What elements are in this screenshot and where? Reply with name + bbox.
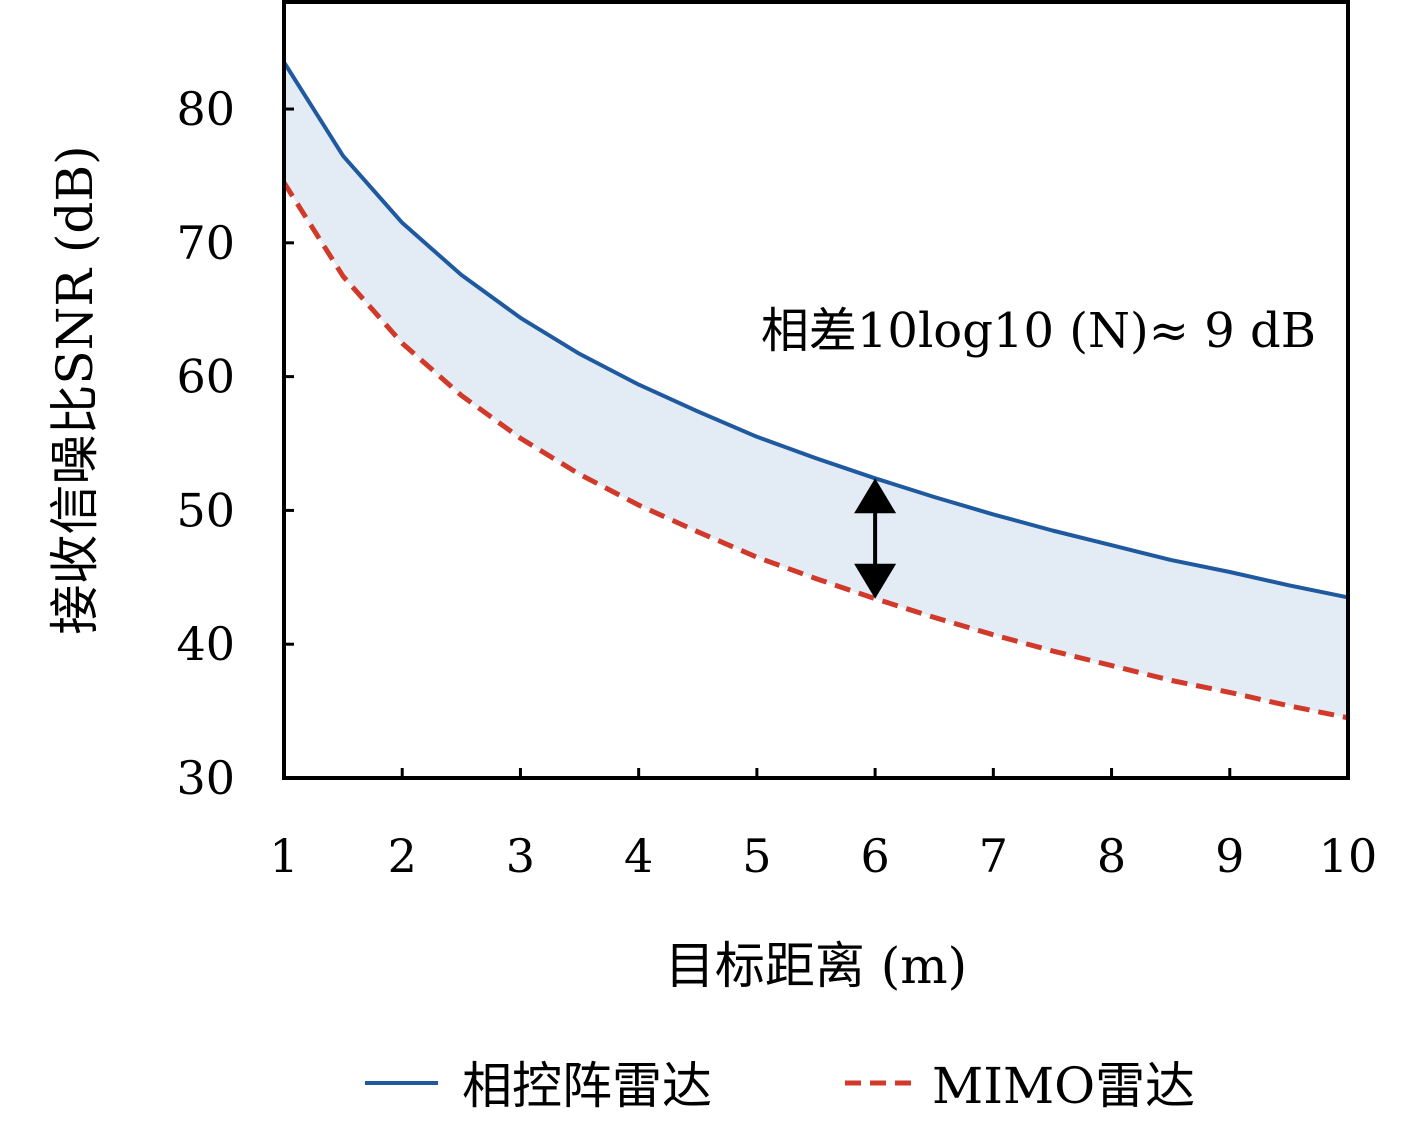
- plot-frame: [282, 0, 1350, 780]
- x-tick-label: 1: [269, 829, 298, 883]
- x-axis-title: 目标距离 (m): [665, 937, 967, 995]
- x-tick-label: 6: [860, 829, 889, 883]
- y-tick-label: 80: [176, 82, 235, 136]
- legend-label-phased-array: 相控阵雷达: [462, 1057, 712, 1115]
- y-tick-label: 70: [176, 216, 235, 270]
- y-tick-label: 30: [176, 751, 235, 805]
- y-axis-title: 接收信噪比SNR (dB): [46, 145, 104, 634]
- x-tick-label: 5: [742, 829, 771, 883]
- legend-label-mimo: MIMO雷达: [932, 1057, 1195, 1115]
- x-tick-label: 4: [624, 829, 653, 883]
- x-tick-label: 10: [1319, 829, 1378, 883]
- y-tick-label: 40: [176, 617, 235, 671]
- series-line-mimo: [284, 181, 1348, 721]
- difference-arrow-head-down: [854, 563, 897, 599]
- difference-arrow-head-up: [854, 478, 897, 514]
- x-tick-label: 3: [506, 829, 535, 883]
- x-tick-label: 9: [1215, 829, 1244, 883]
- legend: 相控阵雷达 MIMO雷达: [365, 1057, 1195, 1115]
- shaded-gap-area: [284, 62, 1348, 718]
- y-tick-label: 50: [176, 483, 235, 537]
- x-tick-label: 8: [1097, 829, 1126, 883]
- x-tick-label: 2: [388, 829, 417, 883]
- difference-annotation: 相差10log10 (N)≈ 9 dB: [761, 303, 1316, 359]
- series-line-phased-array: [284, 61, 1348, 600]
- x-tick-label: 7: [979, 829, 1008, 883]
- y-tick-label: 60: [176, 350, 235, 404]
